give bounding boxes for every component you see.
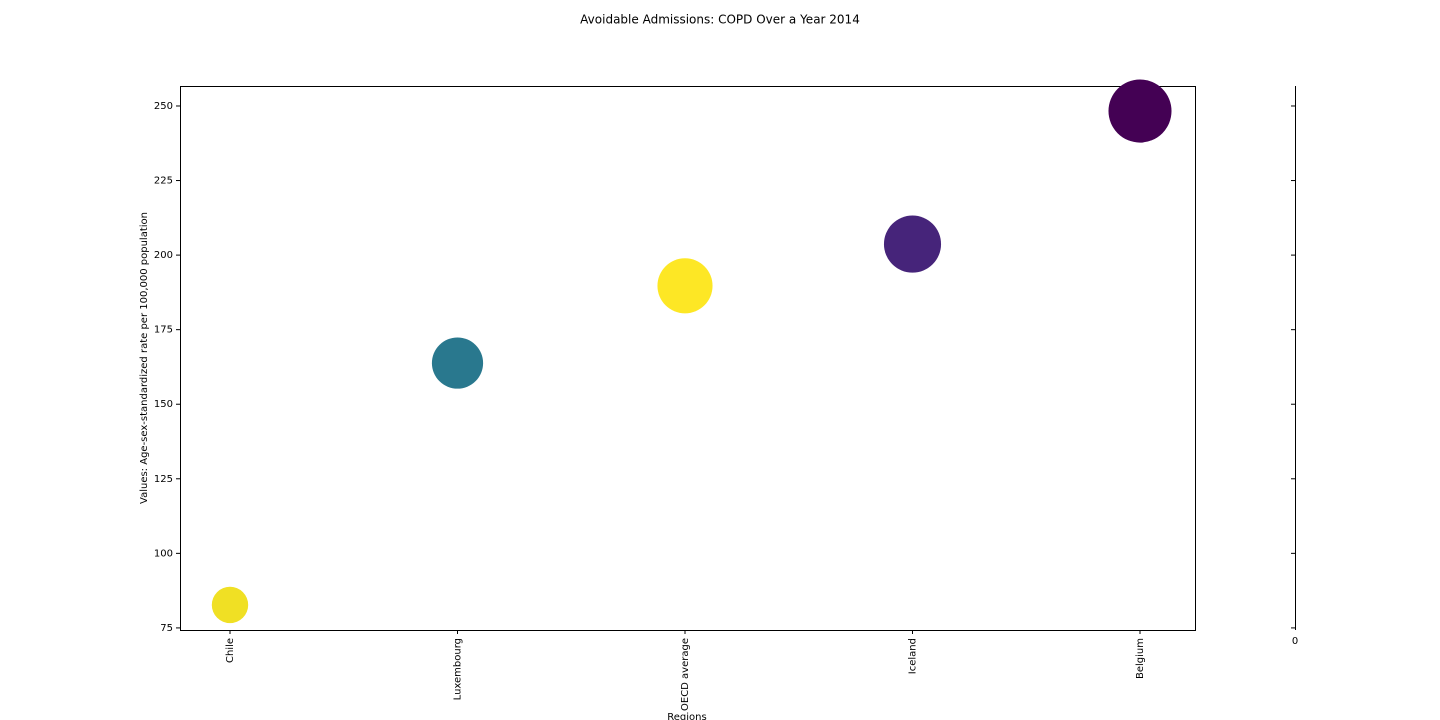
bubble [883,215,942,273]
x-axis-label: Regions [667,712,706,720]
y-tick-label: 100 [154,548,173,559]
plot-frame [180,86,1196,631]
y-tick-label: 125 [154,474,173,485]
y-tick-label: 175 [154,325,173,336]
x-tick-label: OECD average [680,638,691,711]
x-tick-label: Iceland [908,638,919,674]
chart-title: Avoidable Admissions: COPD Over a Year 2… [580,13,860,27]
y-tick-label: 225 [154,176,173,187]
y-tick-label: 150 [154,399,173,410]
x-tick-label: Chile [225,638,236,663]
x-tick-label: Luxembourg [453,638,464,700]
bubble [1108,79,1172,143]
bubble [211,586,249,624]
x-tick-label: Belgium [1135,638,1146,679]
y-axis-label: Values: Age-sex-standardized rate per 10… [139,212,150,504]
y-tick-label: 75 [160,623,173,634]
y-tick-label: 200 [154,250,173,261]
colorbar-tick-label: 0 [1292,636,1298,647]
bubble [657,258,713,314]
bubble [431,337,484,389]
y-tick-label: 250 [154,101,173,112]
